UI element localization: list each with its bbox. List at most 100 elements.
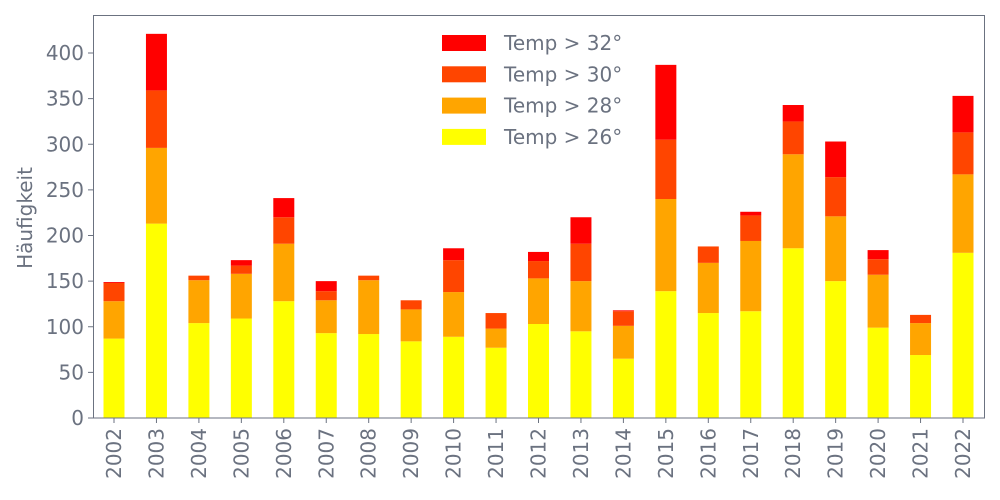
bar-segment-2005-3 [230, 260, 252, 266]
y-tick-label: 150 [46, 269, 84, 293]
x-tick-label: 2008 [357, 428, 381, 479]
bar-segment-2015-2 [655, 139, 677, 199]
bar-segment-2022-0 [952, 252, 974, 418]
x-tick-label: 2010 [442, 428, 466, 479]
legend: Temp > 32° Temp > 30° Temp > 28° Temp > 26° [442, 31, 622, 149]
bar-segment-2012-0 [528, 324, 549, 418]
bar-segment-2004-1 [188, 280, 210, 324]
x-tick-label: 2019 [824, 428, 848, 479]
bar-segment-2008-1 [358, 280, 380, 335]
bar-segment-2016-0 [697, 313, 719, 418]
bar-segment-2018-1 [782, 154, 804, 249]
legend-swatch [442, 97, 486, 114]
legend-label: Temp > 32° [503, 31, 622, 55]
bar-segment-2017-3 [740, 211, 762, 216]
bar-segment-2022-2 [952, 132, 974, 175]
x-tick-label: 2022 [951, 428, 975, 479]
x-tick-label: 2006 [272, 428, 296, 479]
bar-segment-2006-1 [273, 243, 295, 302]
bar-segment-2004-0 [188, 323, 210, 418]
bar-segment-2012-1 [528, 278, 549, 325]
legend-item: Temp > 32° [442, 31, 622, 55]
bar-segment-2016-2 [697, 246, 719, 263]
bar-segment-2002-1 [103, 301, 125, 339]
legend-label: Temp > 30° [503, 62, 622, 86]
bar-segment-2022-1 [952, 174, 974, 253]
x-tick-label: 2020 [866, 428, 890, 479]
bar-segment-2005-0 [230, 318, 252, 418]
x-tick-label: 2018 [781, 428, 805, 479]
bar-segment-2014-3 [612, 310, 634, 312]
bar-segment-2003-2 [145, 90, 167, 148]
legend-item: Temp > 28° [442, 94, 622, 118]
bar-segment-2007-2 [315, 291, 337, 301]
x-tick-label: 2009 [399, 428, 423, 479]
bar-segment-2019-1 [825, 216, 847, 282]
bar-segment-2017-0 [740, 311, 762, 418]
legend-label: Temp > 28° [503, 94, 622, 118]
bar-segment-2018-0 [782, 248, 804, 418]
y-tick-label: 400 [46, 41, 84, 65]
bars-layer [103, 33, 974, 418]
legend-swatch [442, 128, 486, 145]
y-axis-label: Häufigkeit [13, 167, 37, 269]
bar-segment-2007-1 [315, 300, 337, 334]
bar-segment-2013-0 [570, 331, 592, 418]
bar-segment-2015-3 [655, 64, 677, 140]
bar-segment-2021-1 [910, 323, 932, 356]
bar-segment-2008-2 [358, 275, 380, 281]
bar-segment-2015-1 [655, 199, 677, 292]
legend-swatch [442, 35, 486, 51]
y-tick-label: 100 [46, 315, 84, 339]
bar-segment-2003-1 [145, 147, 167, 224]
x-tick-label: 2013 [569, 428, 593, 479]
x-tick-label: 2005 [229, 428, 253, 479]
bar-segment-2022-3 [952, 95, 974, 133]
bar-segment-2021-0 [910, 355, 932, 418]
bar-segment-2010-1 [443, 292, 465, 337]
bar-segment-2021-2 [910, 314, 932, 324]
bar-segment-2017-2 [740, 215, 762, 241]
y-tick-label: 0 [71, 406, 84, 430]
bar-segment-2004-2 [188, 275, 210, 281]
bar-segment-2020-2 [867, 259, 889, 275]
bar-segment-2019-3 [825, 141, 847, 178]
bar-segment-2014-1 [612, 325, 634, 359]
y-tick-label: 250 [46, 178, 84, 202]
bar-segment-2002-2 [103, 282, 125, 302]
bar-segment-2020-1 [867, 274, 889, 328]
x-tick-label: 2007 [314, 428, 338, 479]
bar-segment-2005-2 [230, 265, 252, 274]
bar-segment-2018-2 [782, 121, 804, 155]
y-tick-label: 50 [59, 360, 84, 384]
bar-segment-2002-0 [103, 338, 125, 418]
bar-segment-2012-2 [528, 261, 549, 279]
y-axis: 0 50 100 150 200 250 300 350 400 [46, 41, 93, 430]
x-tick-label: 2011 [484, 428, 508, 479]
x-tick-label: 2004 [187, 428, 211, 479]
bar-segment-2011-2 [485, 313, 507, 329]
bar-segment-2013-3 [570, 217, 592, 244]
x-tick-label: 2016 [696, 428, 720, 479]
bar-segment-2010-0 [443, 336, 465, 418]
bar-segment-2014-0 [612, 358, 634, 418]
bar-segment-2003-0 [145, 223, 167, 418]
bar-segment-2009-1 [400, 309, 422, 342]
bar-segment-2015-0 [655, 291, 677, 418]
bar-segment-2016-1 [697, 262, 719, 314]
x-tick-label: 2012 [527, 428, 551, 479]
bar-segment-2013-1 [570, 281, 592, 332]
legend-item: Temp > 26° [442, 125, 622, 149]
bar-segment-2006-3 [273, 198, 295, 218]
x-tick-label: 2002 [102, 428, 126, 479]
bar-segment-2012-3 [528, 251, 549, 262]
x-axis: 2002 2003 2004 2005 2006 2007 2008 2009 2010 2011… [102, 418, 975, 479]
bar-segment-2009-0 [400, 341, 422, 418]
x-tick-label: 2017 [739, 428, 763, 479]
bar-segment-2006-2 [273, 217, 295, 244]
bar-segment-2011-0 [485, 347, 507, 418]
x-tick-label: 2003 [144, 428, 168, 479]
bar-segment-2010-2 [443, 260, 465, 293]
bar-segment-2010-3 [443, 248, 465, 261]
